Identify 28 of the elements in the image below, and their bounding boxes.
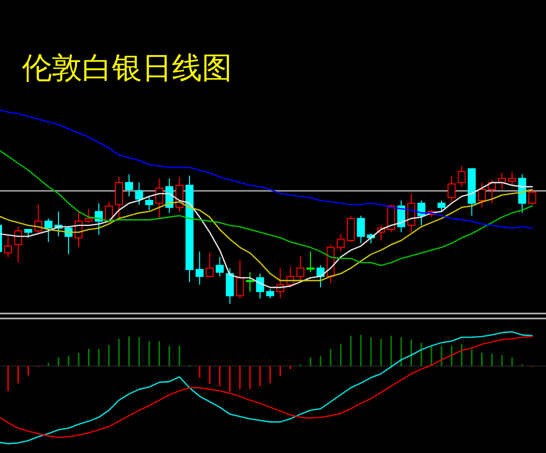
candlestick (145, 196, 154, 211)
candlestick (508, 171, 516, 186)
candlestick (528, 188, 536, 206)
candlestick (84, 208, 93, 224)
candlestick (448, 175, 456, 202)
candlestick (135, 182, 144, 206)
candlestick (114, 176, 123, 219)
candlestick (206, 252, 214, 277)
candlestick (236, 259, 244, 299)
candlestick (306, 251, 314, 273)
candlestick (34, 204, 42, 234)
candlestick (44, 218, 52, 242)
candlestick (266, 288, 274, 299)
candlestick (246, 272, 254, 292)
candlestick (356, 215, 365, 244)
candlestick (226, 268, 234, 304)
candlestick (4, 236, 12, 258)
candlestick (478, 182, 486, 208)
candlestick (296, 255, 304, 282)
candlestick (125, 174, 134, 197)
candlestick (155, 178, 164, 219)
candlestick (438, 200, 446, 212)
candlestick (458, 166, 466, 188)
candlestick (196, 251, 204, 286)
candlestick (216, 256, 224, 277)
candlestick (346, 215, 355, 242)
chart-title: 伦敦白银日线图 (22, 52, 232, 85)
candlestick (336, 233, 345, 252)
